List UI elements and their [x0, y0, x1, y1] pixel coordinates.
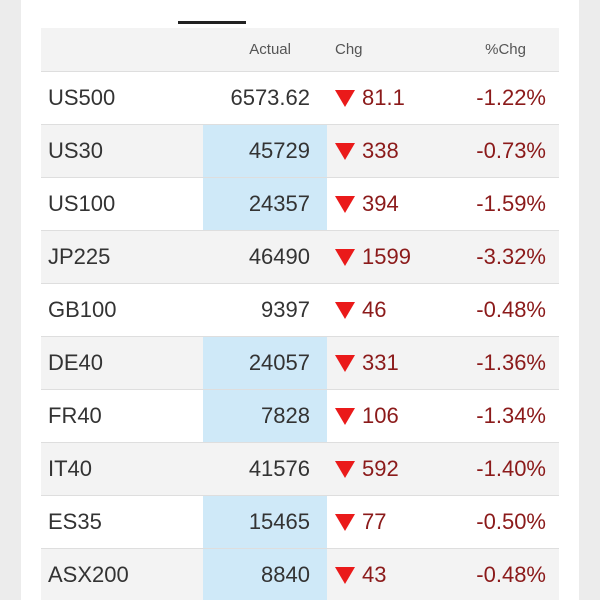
row-symbol: US100: [48, 191, 116, 216]
down-triangle-icon: [335, 143, 355, 160]
row-pct-change: -0.73%: [476, 138, 546, 163]
table-row[interactable]: ASX200 8840 43 -0.48%: [41, 548, 559, 600]
row-change: 592: [335, 443, 445, 495]
tab-strip[interactable]: [21, 0, 579, 12]
down-triangle-icon: [335, 567, 355, 584]
row-pct-change: -1.22%: [476, 85, 546, 110]
table-row[interactable]: US100 24357 394 -1.59%: [41, 177, 559, 230]
row-actual: 9397: [261, 297, 310, 322]
row-pct-change: -1.34%: [476, 403, 546, 428]
row-symbol: ASX200: [48, 562, 129, 587]
row-actual: 45729: [203, 125, 327, 177]
table-row[interactable]: US30 45729 338 -0.73%: [41, 124, 559, 177]
down-triangle-icon: [335, 196, 355, 213]
table-header: Actual Chg %Chg: [41, 28, 559, 71]
table-row[interactable]: IT40 41576 592 -1.40%: [41, 442, 559, 495]
row-change: 1599: [335, 231, 445, 283]
down-triangle-icon: [335, 302, 355, 319]
header-chg[interactable]: Chg: [335, 41, 363, 58]
down-triangle-icon: [335, 514, 355, 531]
table-row[interactable]: FR40 7828 106 -1.34%: [41, 389, 559, 442]
active-tab-indicator: [178, 21, 246, 24]
down-triangle-icon: [335, 461, 355, 478]
row-actual: 8840: [203, 549, 327, 600]
row-change-value: 1599: [362, 244, 411, 269]
row-pct-change: -1.36%: [476, 350, 546, 375]
indexes-table: Actual Chg %Chg US500 6573.62 81.1 -1.22% US…: [41, 28, 559, 600]
row-change: 394: [335, 178, 445, 230]
row-actual: 6573.62: [230, 85, 310, 110]
row-pct-change: -0.48%: [476, 297, 546, 322]
header-actual[interactable]: Actual: [249, 41, 291, 58]
table-row[interactable]: DE40 24057 331 -1.36%: [41, 336, 559, 389]
row-actual: 46490: [248, 244, 310, 269]
row-pct-change: -1.59%: [476, 191, 546, 216]
row-actual: 24357: [203, 178, 327, 230]
row-actual: 41576: [248, 456, 310, 481]
row-change-value: 46: [362, 297, 387, 322]
row-change: 46: [335, 284, 445, 336]
row-symbol: ES35: [48, 509, 102, 534]
table-body: US500 6573.62 81.1 -1.22% US30 45729 338 -0.73%…: [41, 71, 559, 600]
row-pct-change: -0.48%: [476, 562, 546, 587]
table-row[interactable]: GB100 9397 46 -0.48%: [41, 283, 559, 336]
row-change-value: 77: [362, 509, 387, 534]
row-symbol: GB100: [48, 297, 117, 322]
down-triangle-icon: [335, 90, 355, 107]
row-change: 106: [335, 390, 445, 442]
row-change-value: 592: [362, 456, 399, 481]
row-change-value: 331: [362, 350, 399, 375]
row-change-value: 394: [362, 191, 399, 216]
row-change: 338: [335, 125, 445, 177]
row-symbol: DE40: [48, 350, 104, 375]
row-change: 81.1: [335, 72, 445, 124]
table-row[interactable]: US500 6573.62 81.1 -1.22%: [41, 71, 559, 124]
row-pct-change: -3.32%: [476, 244, 546, 269]
row-symbol: US30: [48, 138, 104, 163]
row-symbol: FR40: [48, 403, 102, 428]
header-symbol: [48, 28, 203, 71]
down-triangle-icon: [335, 408, 355, 425]
header-pct-chg[interactable]: %Chg: [485, 41, 526, 58]
row-actual: 15465: [203, 496, 327, 548]
table-row[interactable]: ES35 15465 77 -0.50%: [41, 495, 559, 548]
market-panel: Actual Chg %Chg US500 6573.62 81.1 -1.22% US…: [21, 0, 579, 600]
row-pct-change: -1.40%: [476, 456, 546, 481]
row-change-value: 338: [362, 138, 399, 163]
row-change: 331: [335, 337, 445, 389]
row-actual: 24057: [203, 337, 327, 389]
row-change-value: 81.1: [362, 85, 405, 110]
row-change-value: 43: [362, 562, 387, 587]
down-triangle-icon: [335, 249, 355, 266]
down-triangle-icon: [335, 355, 355, 372]
row-symbol: US500: [48, 85, 116, 110]
row-change-value: 106: [362, 403, 399, 428]
row-pct-change: -0.50%: [476, 509, 546, 534]
row-symbol: JP225: [48, 244, 111, 269]
row-change: 43: [335, 549, 445, 600]
row-symbol: IT40: [48, 456, 93, 481]
table-row[interactable]: JP225 46490 1599 -3.32%: [41, 230, 559, 283]
row-actual: 7828: [203, 390, 327, 442]
row-change: 77: [335, 496, 445, 548]
